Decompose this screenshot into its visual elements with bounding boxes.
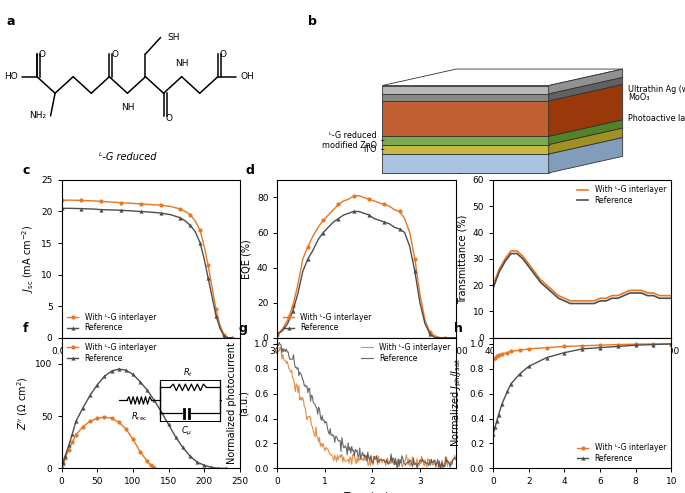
Text: O: O	[220, 49, 227, 59]
X-axis label: Wavelength (nm): Wavelength (nm)	[540, 361, 625, 371]
Text: NH: NH	[175, 59, 188, 68]
Legend: With ᴸ-G interlayer, Reference: With ᴸ-G interlayer, Reference	[66, 342, 158, 364]
Text: O: O	[39, 49, 46, 59]
Polygon shape	[382, 77, 623, 94]
Polygon shape	[382, 94, 549, 101]
Y-axis label: Normalized $J_{\mathrm{ph}}/J_{\mathrm{sat}}$: Normalized $J_{\mathrm{ph}}/J_{\mathrm{s…	[450, 358, 464, 448]
Y-axis label: Transmittance (%): Transmittance (%)	[457, 214, 467, 304]
Polygon shape	[549, 84, 623, 136]
Text: c: c	[23, 164, 30, 177]
Text: O: O	[166, 113, 173, 123]
Polygon shape	[382, 84, 623, 101]
Text: MoO₃: MoO₃	[628, 93, 649, 102]
Text: ᴸ-G reduced: ᴸ-G reduced	[99, 152, 156, 162]
Text: HO: HO	[5, 72, 18, 81]
Polygon shape	[382, 101, 549, 136]
Text: ᴸ-G reduced
modified ZnO: ᴸ-G reduced modified ZnO	[322, 131, 377, 150]
Text: e: e	[454, 164, 462, 177]
Text: NH₂: NH₂	[29, 111, 46, 120]
Y-axis label: $J_{\mathrm{sc}}$ (mA cm$^{-2}$): $J_{\mathrm{sc}}$ (mA cm$^{-2}$)	[20, 225, 36, 293]
Polygon shape	[382, 144, 549, 154]
Polygon shape	[549, 69, 623, 94]
Polygon shape	[382, 86, 549, 94]
Text: OH: OH	[240, 72, 254, 81]
Polygon shape	[549, 128, 623, 154]
X-axis label: Time (μs): Time (μs)	[343, 492, 390, 493]
Polygon shape	[549, 138, 623, 173]
Text: ITO: ITO	[363, 145, 377, 154]
Legend: With ᴸ-G interlayer, Reference: With ᴸ-G interlayer, Reference	[575, 442, 667, 464]
Legend: With ᴸ-G interlayer, Reference: With ᴸ-G interlayer, Reference	[360, 342, 451, 364]
X-axis label: $V_{\mathrm{eff}}$ (V): $V_{\mathrm{eff}}$ (V)	[565, 492, 599, 493]
Polygon shape	[382, 120, 623, 136]
Polygon shape	[382, 154, 549, 173]
Text: h: h	[454, 322, 463, 335]
Text: b: b	[308, 15, 317, 28]
Text: Ultrathin Ag (with 1 nm Au): Ultrathin Ag (with 1 nm Au)	[628, 85, 685, 94]
Polygon shape	[382, 128, 623, 144]
Legend: With ᴸ-G interlayer, Reference: With ᴸ-G interlayer, Reference	[575, 184, 667, 207]
X-axis label: Wavelength (nm): Wavelength (nm)	[324, 361, 409, 371]
Legend: With ᴸ-G interlayer, Reference: With ᴸ-G interlayer, Reference	[282, 311, 373, 334]
X-axis label: $Z'$ (Ω cm$^2$): $Z'$ (Ω cm$^2$)	[125, 492, 177, 493]
Y-axis label: $Z''$ (Ω cm$^2$): $Z''$ (Ω cm$^2$)	[15, 376, 30, 430]
Y-axis label: Normalized photocurrent
(a.u.): Normalized photocurrent (a.u.)	[227, 342, 249, 464]
Polygon shape	[382, 138, 623, 154]
Polygon shape	[549, 120, 623, 144]
Text: g: g	[238, 322, 247, 335]
Polygon shape	[549, 77, 623, 101]
X-axis label: $V_{\mathrm{oc}}$ (V): $V_{\mathrm{oc}}$ (V)	[134, 361, 167, 375]
Text: Photoactive layer: Photoactive layer	[628, 114, 685, 123]
Text: NH: NH	[121, 103, 134, 112]
Text: SH: SH	[167, 33, 179, 42]
Text: O: O	[111, 49, 119, 59]
Text: f: f	[23, 322, 28, 335]
Polygon shape	[382, 136, 549, 144]
Y-axis label: EQE (%): EQE (%)	[241, 239, 251, 279]
Text: a: a	[7, 15, 15, 28]
Text: d: d	[245, 164, 254, 177]
Legend: With ᴸ-G interlayer, Reference: With ᴸ-G interlayer, Reference	[66, 311, 158, 334]
Polygon shape	[382, 69, 623, 86]
